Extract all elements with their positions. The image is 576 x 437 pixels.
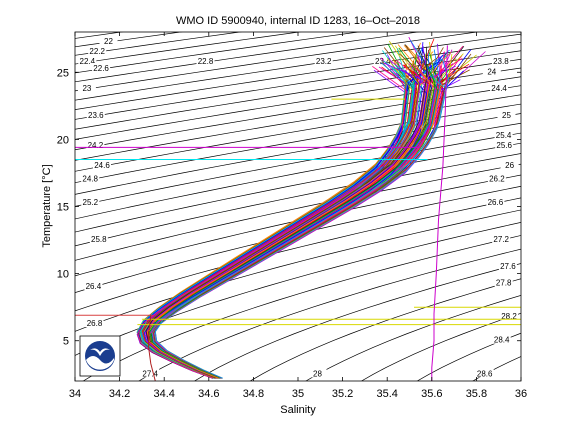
chart-title: WMO ID 5900940, internal ID 1283, 16–Oct… (176, 15, 420, 27)
density-contour-label: 25 (502, 111, 511, 120)
density-contour-label: 24.8 (82, 175, 98, 184)
density-contour-label: 25.8 (91, 235, 107, 244)
density-contour-label: 25.2 (83, 198, 99, 207)
density-contour-label: 22.6 (93, 64, 109, 73)
noaa-logo (80, 336, 120, 376)
density-contour-label: 23 (82, 84, 91, 93)
y-tick-label: 15 (57, 202, 69, 214)
density-contour-label: 23.8 (493, 57, 509, 66)
x-tick-label: 35.2 (332, 388, 353, 400)
density-contour-label: 27.4 (142, 369, 158, 378)
density-contour-label: 26.2 (489, 175, 505, 184)
y-tick-label: 10 (57, 269, 69, 281)
density-contour-label: 28 (313, 369, 322, 378)
density-contour-label: 22 (104, 37, 113, 46)
density-contour-label: 23.6 (88, 111, 104, 120)
density-contour-label: 24.2 (88, 141, 104, 150)
x-tick-label: 36 (515, 388, 527, 400)
density-contour-label: 26.6 (488, 198, 504, 207)
y-axis-label: Temperature [°C] (41, 164, 53, 247)
x-tick-label: 34.2 (109, 388, 130, 400)
density-contour-label: 26 (505, 161, 514, 170)
density-contour-label: 25.6 (496, 141, 512, 150)
density-contour-line (563, 5, 576, 394)
density-contour-label: 25.4 (496, 131, 512, 140)
x-tick-label: 35.8 (466, 388, 487, 400)
x-tick-label: 34.4 (153, 388, 174, 400)
x-tick-label: 35.6 (421, 388, 442, 400)
x-tick-label: 35.4 (376, 388, 397, 400)
x-axis-label: Salinity (280, 404, 316, 416)
density-contour-label: 24.6 (94, 161, 110, 170)
density-contour-label: 28.6 (477, 369, 493, 378)
density-contour-label: 28.2 (501, 312, 517, 321)
density-contour-label: 27.8 (496, 279, 512, 288)
density-contour-label: 26.4 (86, 282, 102, 291)
x-tick-label: 34 (69, 388, 81, 400)
y-tick-label: 5 (63, 336, 69, 348)
x-tick-label: 35 (292, 388, 304, 400)
density-contour-label: 24 (487, 67, 496, 76)
density-contour-label: 27.2 (493, 235, 509, 244)
x-tick-label: 34.6 (198, 388, 219, 400)
y-tick-label: 20 (57, 134, 69, 146)
density-contour-label: 22.2 (89, 47, 105, 56)
density-contour-label: 27.6 (500, 262, 516, 271)
density-contour-label: 23.2 (316, 57, 332, 66)
density-contour-label: 24.4 (491, 84, 507, 93)
density-contour-label: 28.4 (494, 336, 510, 345)
x-tick-label: 34.8 (243, 388, 264, 400)
density-contour-label: 26.8 (87, 319, 103, 328)
density-contour-label: 22.8 (198, 57, 214, 66)
y-tick-label: 25 (57, 67, 69, 79)
